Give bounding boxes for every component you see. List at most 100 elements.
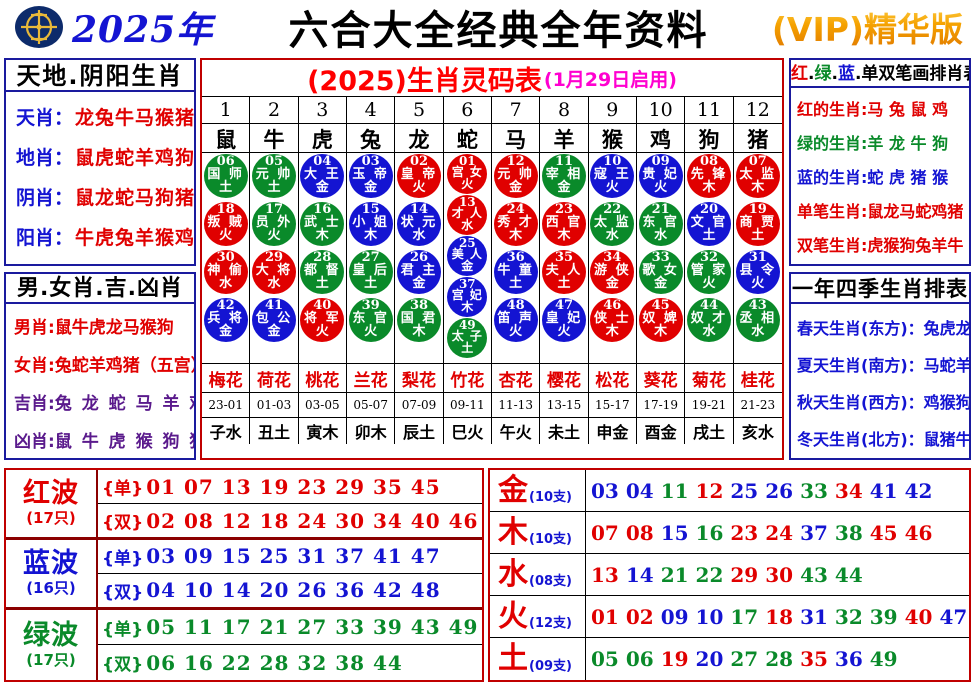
element-number[interactable]: 08 (625, 520, 654, 545)
element-number[interactable]: 18 (765, 604, 794, 629)
number-ball[interactable]: 45 奴 婢木 (638, 298, 683, 342)
element-number[interactable]: 38 (834, 520, 863, 545)
element-number[interactable]: 13 (591, 562, 619, 587)
element-number[interactable]: 27 (730, 647, 759, 671)
number-ball[interactable]: 05 元 帅土 (251, 154, 296, 198)
number-ball[interactable]: 43 丞 相水 (735, 298, 780, 342)
number-ball[interactable]: 01 宫 女火 (447, 154, 488, 194)
number-ball[interactable]: 24 秀 才木 (493, 202, 538, 246)
number-ball[interactable]: 21 东 官水 (638, 202, 683, 246)
number-ball[interactable]: 42 兵 将金 (203, 298, 248, 342)
zodiac-animal-cell: 兔 (347, 124, 396, 154)
element-number[interactable]: 34 (834, 478, 863, 503)
element-number[interactable]: 49 (869, 647, 898, 671)
element-number[interactable]: 20 (695, 647, 724, 671)
number-ball[interactable]: 23 西 官木 (541, 202, 586, 246)
element-number[interactable]: 26 (765, 478, 794, 503)
number-ball[interactable]: 29 大 将水 (251, 250, 296, 294)
element-number[interactable]: 21 (660, 562, 689, 587)
element-number[interactable]: 03 (591, 478, 619, 503)
number-ball[interactable]: 32 管 家火 (686, 250, 731, 294)
number-ball[interactable]: 02 皇 帝火 (396, 154, 441, 198)
number-ball[interactable]: 36 牛 童土 (493, 250, 538, 294)
element-number[interactable]: 47 (939, 604, 968, 629)
number-ball[interactable]: 37 宫 妃木 (447, 277, 488, 317)
number-ball[interactable]: 35 夫 人土 (541, 250, 586, 294)
number-ball[interactable]: 33 歌 女金 (638, 250, 683, 294)
number-ball[interactable]: 27 皇 后土 (348, 250, 393, 294)
number-ball[interactable]: 26 君 主金 (396, 250, 441, 294)
number-ball[interactable]: 38 国 君木 (396, 298, 441, 342)
number-ball[interactable]: 22 太 监水 (590, 202, 635, 246)
element-number[interactable]: 10 (695, 604, 724, 629)
number-ball[interactable]: 07 太 监木 (735, 154, 780, 198)
number-ball[interactable]: 03 玉 帝金 (348, 154, 393, 198)
element-number[interactable]: 30 (765, 562, 794, 587)
number-ball[interactable]: 46 侠 士木 (590, 298, 635, 342)
number-ball[interactable]: 10 寇 王火 (590, 154, 635, 198)
number-ball[interactable]: 48 笛 声火 (493, 298, 538, 342)
element-number[interactable]: 40 (904, 604, 933, 629)
number-ball[interactable]: 18 叛 贼火 (203, 202, 248, 246)
element-number[interactable]: 44 (834, 562, 863, 587)
number-ball[interactable]: 30 神 偷水 (203, 250, 248, 294)
number-ball[interactable]: 12 元 帅金 (493, 154, 538, 198)
number-ball[interactable]: 44 奴 才水 (686, 298, 731, 342)
number-ball[interactable]: 19 商 贾土 (735, 202, 780, 246)
number-ball[interactable]: 47 皇 妃火 (541, 298, 586, 342)
element-number[interactable]: 29 (730, 562, 759, 587)
element-number[interactable]: 11 (660, 478, 689, 503)
number-balls-grid: 06 国 师土 18 叛 贼火 30 神 偷水 42 兵 将金 05 元 帅土 17 员 外火 29 大 … (202, 153, 782, 364)
element-number[interactable]: 43 (800, 562, 828, 587)
element-number[interactable]: 37 (800, 520, 828, 545)
element-number[interactable]: 23 (730, 520, 759, 545)
number-ball[interactable]: 39 东 官火 (348, 298, 393, 342)
number-ball[interactable]: 09 贵 妃火 (638, 154, 683, 198)
element-number[interactable]: 46 (904, 520, 933, 545)
element-number[interactable]: 02 (625, 604, 654, 629)
element-number[interactable]: 14 (625, 562, 654, 587)
number-ball[interactable]: 34 游 侠金 (590, 250, 635, 294)
element-number[interactable]: 33 (800, 478, 828, 503)
number-ball[interactable]: 06 国 师土 (203, 154, 248, 198)
number-ball[interactable]: 11 宰 相金 (541, 154, 586, 198)
number-ball[interactable]: 25 美 人金 (447, 236, 488, 276)
number-ball[interactable]: 16 武 士木 (300, 202, 345, 246)
element-number[interactable]: 05 (591, 647, 619, 671)
element-number[interactable]: 17 (730, 604, 759, 629)
number-ball[interactable]: 04 大 王金 (300, 154, 345, 198)
number-ball[interactable]: 31 县 令火 (735, 250, 780, 294)
element-number[interactable]: 36 (834, 647, 863, 671)
element-number[interactable]: 01 (591, 604, 619, 629)
number-ball[interactable]: 14 状 元水 (396, 202, 441, 246)
element-number[interactable]: 31 (800, 604, 828, 629)
element-number[interactable]: 41 (869, 478, 898, 503)
element-number[interactable]: 09 (660, 604, 689, 629)
element-number[interactable]: 16 (695, 520, 724, 545)
element-number[interactable]: 42 (904, 478, 933, 503)
element-number[interactable]: 22 (695, 562, 724, 587)
element-number[interactable]: 32 (834, 604, 863, 629)
number-ball[interactable]: 13 才 人水 (447, 195, 488, 235)
number-ball[interactable]: 15 小 姐木 (348, 202, 393, 246)
element-number[interactable]: 39 (869, 604, 898, 629)
number-ball[interactable]: 40 将 军火 (300, 298, 345, 342)
element-number[interactable]: 28 (765, 647, 794, 671)
element-number[interactable]: 35 (800, 647, 828, 671)
element-number[interactable]: 45 (869, 520, 898, 545)
number-ball[interactable]: 49 太 子土 (447, 318, 488, 358)
element-number[interactable]: 19 (660, 647, 689, 671)
element-number[interactable]: 24 (765, 520, 794, 545)
number-ball[interactable]: 41 包 公金 (251, 298, 296, 342)
element-number[interactable]: 07 (591, 520, 619, 545)
element-number[interactable]: 06 (625, 647, 654, 671)
number-ball[interactable]: 28 都 督土 (300, 250, 345, 294)
element-number[interactable]: 12 (695, 478, 724, 503)
wave-row: {单} 05 11 17 21 27 33 39 43 49 (98, 610, 482, 646)
number-ball[interactable]: 17 员 外火 (251, 202, 296, 246)
element-number[interactable]: 15 (660, 520, 689, 545)
number-ball[interactable]: 20 文 官土 (686, 202, 731, 246)
number-ball[interactable]: 08 先 锋木 (686, 154, 731, 198)
element-number[interactable]: 04 (625, 478, 654, 503)
element-number[interactable]: 25 (730, 478, 759, 503)
